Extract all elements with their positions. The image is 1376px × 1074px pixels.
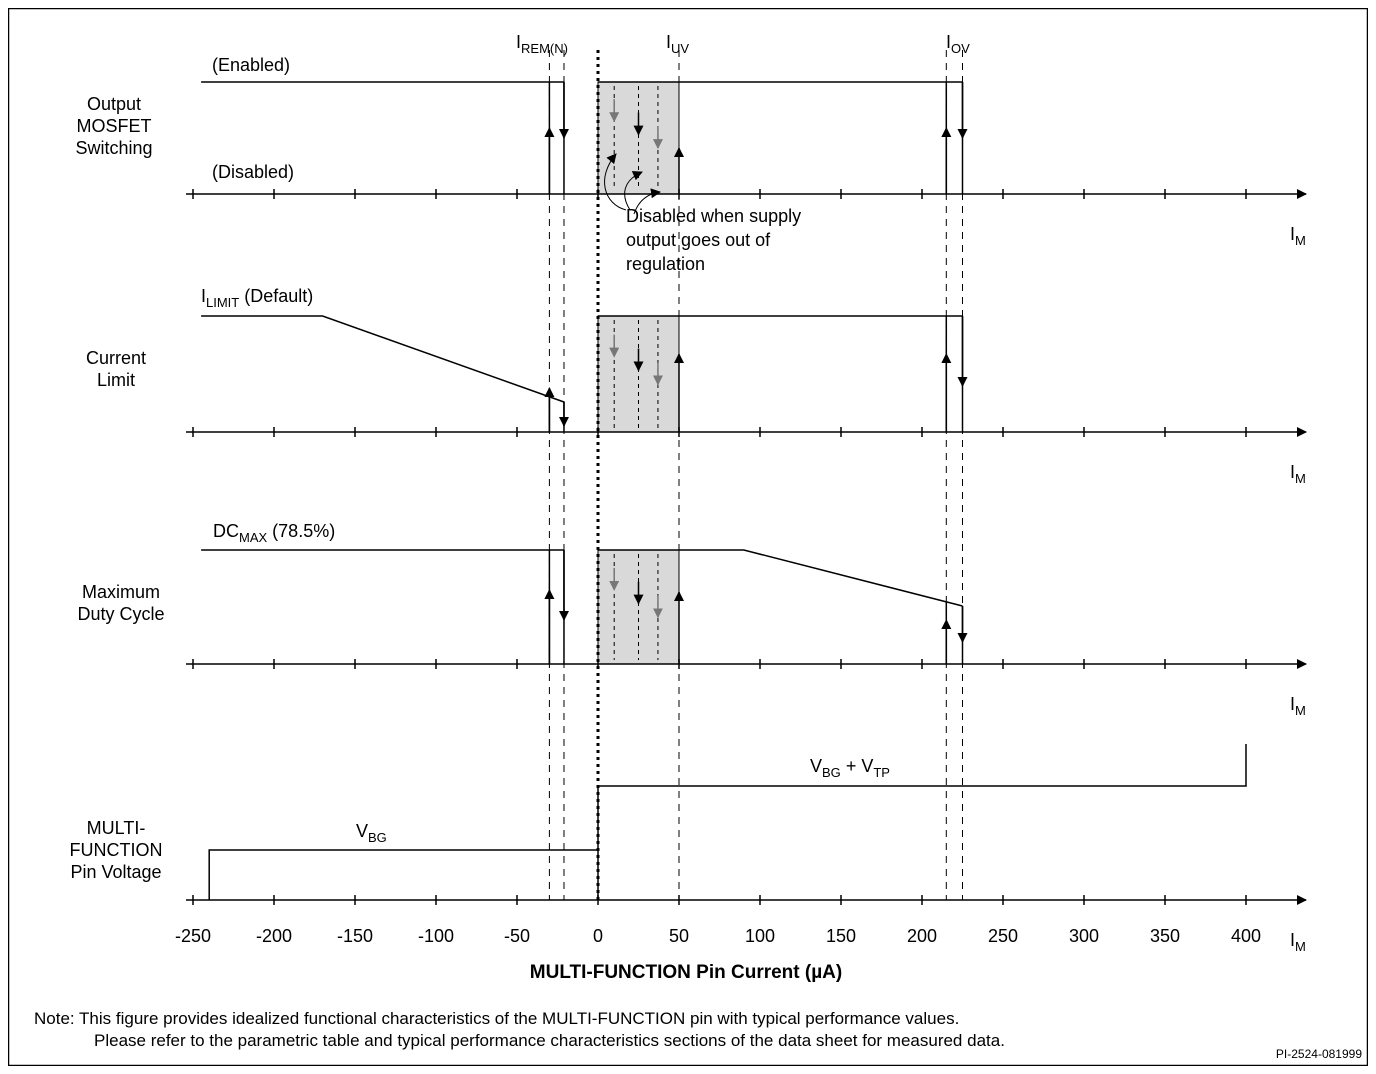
note-line-1: Note: This figure provides idealized fun… [34,1009,959,1028]
row-label-current-limit: Current Limit [86,348,146,390]
svg-text:MULTI-: MULTI- [87,818,146,838]
threshold-label-iuv: IUV [666,32,689,56]
svg-text:Maximum: Maximum [82,582,160,602]
svg-text:output goes out of: output goes out of [626,230,771,250]
axis-variable-labels: IM IM IM IM [1290,224,1306,954]
vbg-vtp-curve [597,744,1247,850]
row-label-duty-cycle: Maximum Duty Cycle [77,582,164,624]
annotation-pointers [604,153,661,215]
x-tick-label: 250 [988,926,1018,946]
threshold-label-iov: IOV [946,32,970,56]
figure-id: PI-2524-081999 [1276,1047,1362,1061]
out-of-regulation-annotation: Disabled when supply output goes out of … [626,206,801,274]
svg-text:Switching: Switching [75,138,152,158]
x-tick-label: 0 [593,926,603,946]
x-tick-label: 100 [745,926,775,946]
x-tick-label: 50 [669,926,689,946]
x-tick-label: -200 [256,926,292,946]
svg-text:MOSFET: MOSFET [77,116,152,136]
x-tick-label: -150 [337,926,373,946]
regulation-region-2 [597,549,680,665]
note-line-2: Please refer to the parametric table and… [94,1031,1005,1050]
row-label-pin-voltage: MULTI- FUNCTION Pin Voltage [70,818,163,882]
threshold-label-irem: IREM(N) [516,32,568,56]
svg-text:Pin Voltage: Pin Voltage [70,862,161,882]
x-tick-label: -250 [175,926,211,946]
vbg-curve [208,849,599,900]
x-tick-label: 400 [1231,926,1261,946]
axis-variable-label: IM [1290,694,1306,718]
svg-text:Current: Current [86,348,146,368]
vbg-label: VBG [356,821,387,845]
vbg-vtp-label: VBG + VTP [810,756,890,780]
svg-text:FUNCTION: FUNCTION [70,840,163,860]
figure-border [7,7,1369,1067]
axis-variable-label: IM [1290,224,1306,248]
svg-text:Duty Cycle: Duty Cycle [77,604,164,624]
row-label-switching: Output MOSFET Switching [75,94,152,158]
x-tick-label: 350 [1150,926,1180,946]
x-tick-labels: -250 -200 -150 -100 -50 0 50 100 150 200 250 300 350… [175,926,1261,946]
dcmax-label: DCMAX (78.5%) [213,521,335,545]
x-axis-title: MULTI-FUNCTION Pin Current (µA) [530,962,842,983]
svg-text:Limit: Limit [97,370,135,390]
x-tick-label: -50 [504,926,530,946]
axis-variable-label: IM [1290,930,1306,954]
svg-text:Output: Output [87,94,141,114]
disabled-label: (Disabled) [212,162,294,182]
svg-text:regulation: regulation [626,254,705,274]
axis-variable-label: IM [1290,462,1306,486]
dcmax-curve-high-side [598,549,963,607]
enabled-label: (Enabled) [212,55,290,75]
regulation-region-1 [597,315,680,433]
x-tick-label: 150 [826,926,856,946]
functional-characteristics-diagram: IREM(N) IUV IOV Output MOSFET Switching … [7,7,1369,1067]
svg-text:Disabled when supply: Disabled when supply [626,206,801,226]
figure-frame: IREM(N) IUV IOV Output MOSFET Switching … [7,7,1369,1067]
ilimit-curve-low-side [201,315,565,403]
x-tick-label: 200 [907,926,937,946]
ilimit-label: ILIMIT (Default) [201,286,313,310]
x-tick-label: -100 [418,926,454,946]
x-tick-label: 300 [1069,926,1099,946]
